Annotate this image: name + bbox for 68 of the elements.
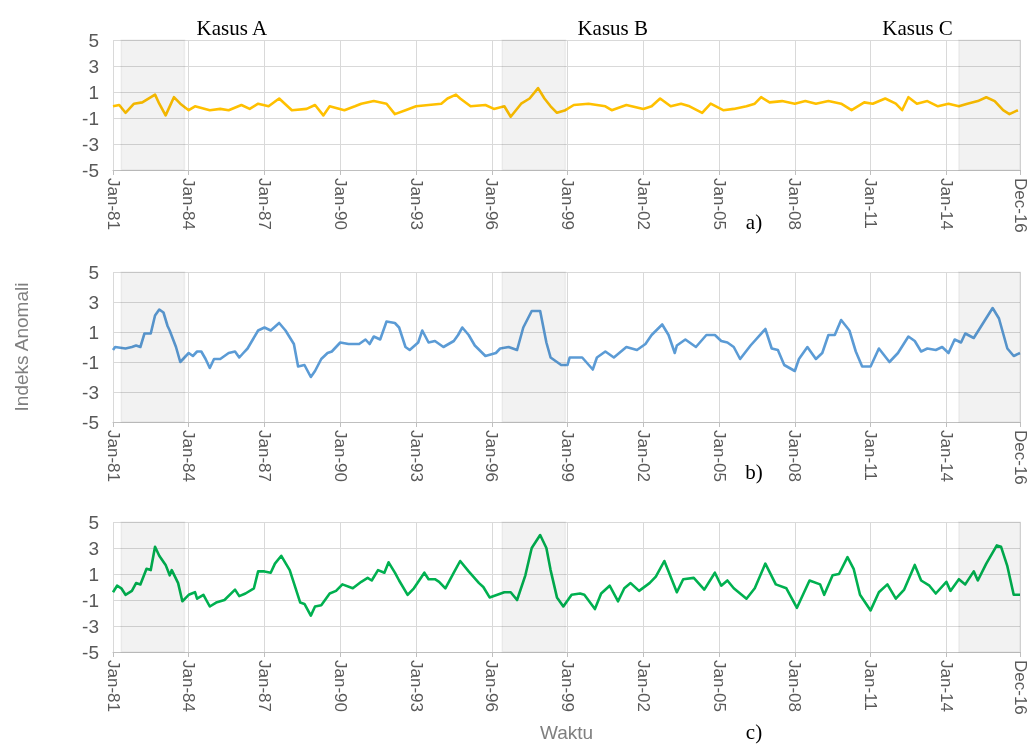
text: a) (745, 210, 763, 234)
x-tick-label: Jan-93 (406, 430, 426, 482)
x-tick-label: Jan-08 (785, 178, 805, 230)
y-tick-label: -1 (82, 589, 99, 611)
y-tick-label: 1 (88, 321, 99, 343)
y-tick-label: -3 (82, 381, 99, 403)
x-tick-label: Jan-14 (936, 660, 956, 712)
x-tick-label: Jan-90 (330, 178, 350, 230)
y-tick-label: -5 (82, 159, 99, 181)
x-tick-label: Jan-87 (254, 660, 274, 712)
x-tick-label: Jan-90 (330, 430, 350, 482)
x-tick-label: Jan-81 (103, 178, 123, 230)
x-tick-label: Jan-93 (406, 178, 426, 230)
x-tick-label: Jan-14 (936, 430, 956, 482)
x-tick-label: Jan-81 (103, 430, 123, 482)
x-tick-label: Jan-05 (709, 430, 729, 482)
x-tick-label: Jan-84 (179, 660, 199, 712)
y-tick-label: 3 (88, 291, 99, 313)
x-tick-label: Jan-87 (254, 178, 274, 230)
text: b) (745, 460, 763, 484)
x-tick-label: Jan-02 (633, 430, 653, 482)
x-tick-label: Dec-16 (1010, 430, 1030, 485)
x-tick-label: Jan-14 (936, 178, 956, 230)
y-tick-label: 1 (88, 81, 99, 103)
y-tick-label: 1 (88, 563, 99, 585)
y-tick-label: -1 (82, 351, 99, 373)
x-tick-label: Jan-02 (633, 178, 653, 230)
y-tick-label: 3 (88, 537, 99, 559)
x-tick-label: Jan-96 (482, 178, 502, 230)
band-label: Kasus C (882, 16, 953, 40)
text: c) (745, 720, 763, 744)
x-tick-label: Jan-96 (482, 430, 502, 482)
x-tick-label: Jan-99 (558, 660, 578, 712)
line-series (111, 86, 1020, 118)
y-axis-title: Indeks Anomali (11, 282, 32, 412)
x-axis-title: Waktu (539, 721, 594, 743)
x-tick-label: Jan-08 (785, 430, 805, 482)
y-tick-label: -3 (82, 615, 99, 637)
x-tick-label: Jan-05 (709, 660, 729, 712)
y-tick-label: 5 (88, 29, 99, 51)
x-tick-label: Jan-02 (633, 660, 653, 712)
y-tick-label: -5 (82, 641, 99, 663)
x-tick-label: Jan-84 (179, 430, 199, 482)
x-tick-label: Jan-11 (861, 178, 881, 229)
x-tick-label: Jan-96 (482, 660, 502, 712)
line-series (111, 533, 1022, 617)
y-tick-label: 5 (88, 261, 99, 283)
y-tick-label: 3 (88, 55, 99, 77)
x-tick-label: Jan-87 (254, 430, 274, 482)
line-series (111, 306, 1022, 379)
y-tick-label: 5 (88, 511, 99, 533)
x-tick-label: Jan-99 (558, 178, 578, 230)
x-tick-label: Jan-93 (406, 660, 426, 712)
x-tick-label: Jan-11 (861, 660, 881, 711)
y-tick-label: -1 (82, 107, 99, 129)
x-tick-label: Jan-84 (179, 178, 199, 230)
x-tick-label: Jan-05 (709, 178, 729, 230)
x-tick-label: Jan-81 (103, 660, 123, 712)
x-tick-label: Dec-16 (1010, 178, 1030, 233)
x-tick-label: Jan-11 (861, 430, 881, 481)
x-tick-label: Dec-16 (1010, 660, 1030, 715)
x-tick-label: Jan-90 (330, 660, 350, 712)
y-tick-label: -5 (82, 411, 99, 433)
x-tick-label: Jan-08 (785, 660, 805, 712)
band-label: Kasus A (196, 16, 268, 40)
band-label: Kasus B (577, 16, 648, 40)
y-tick-label: -3 (82, 133, 99, 155)
x-tick-label: Jan-99 (558, 430, 578, 482)
